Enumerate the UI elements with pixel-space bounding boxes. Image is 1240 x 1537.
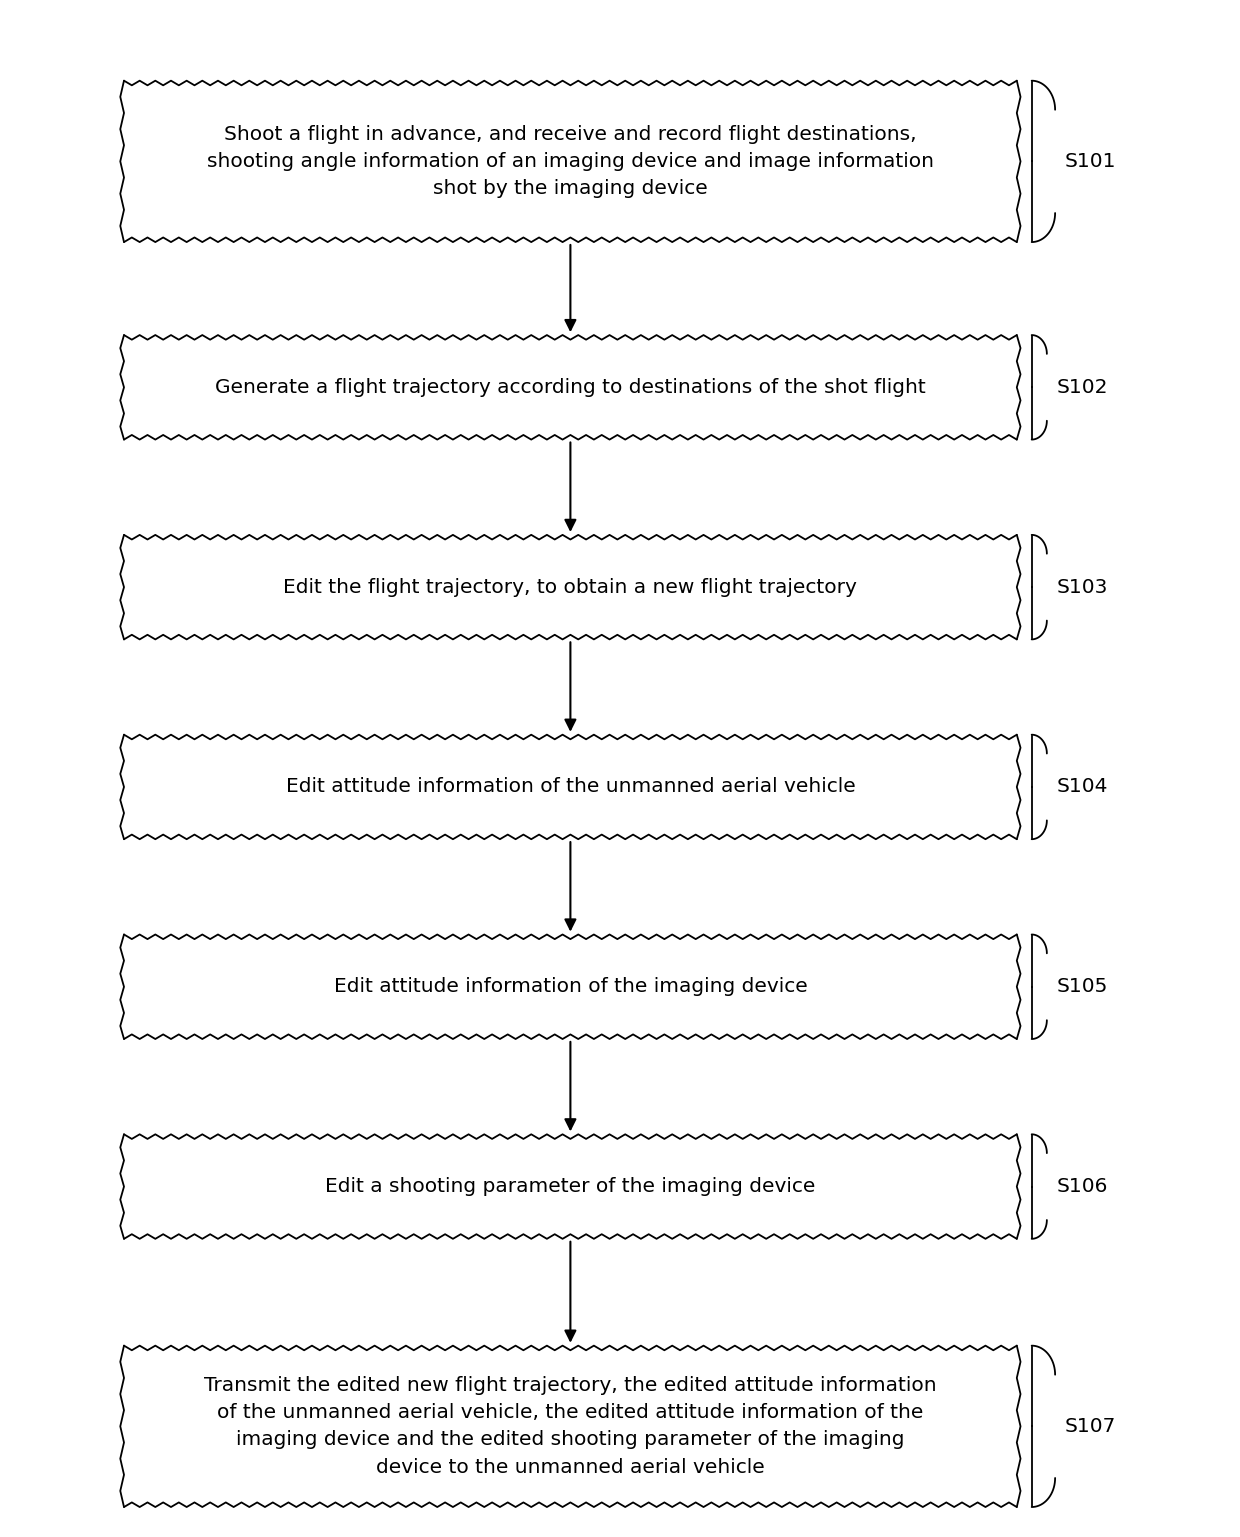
Text: S101: S101	[1065, 152, 1116, 171]
Bar	[124, 535, 1017, 639]
Bar	[124, 934, 1017, 1039]
Bar	[124, 1346, 1017, 1506]
Bar	[124, 1134, 1017, 1239]
Text: Edit a shooting parameter of the imaging device: Edit a shooting parameter of the imaging…	[325, 1177, 816, 1196]
Bar	[124, 1346, 1017, 1506]
Bar	[124, 80, 1017, 241]
Text: S107: S107	[1065, 1417, 1116, 1436]
Text: S104: S104	[1056, 778, 1109, 796]
Bar	[124, 335, 1017, 440]
Bar	[124, 735, 1017, 839]
Bar	[124, 735, 1017, 839]
Text: Edit attitude information of the imaging device: Edit attitude information of the imaging…	[334, 978, 807, 996]
Text: S102: S102	[1056, 378, 1109, 397]
Bar	[124, 335, 1017, 440]
Text: Edit the flight trajectory, to obtain a new flight trajectory: Edit the flight trajectory, to obtain a …	[284, 578, 857, 596]
Text: S105: S105	[1056, 978, 1109, 996]
Text: Edit attitude information of the unmanned aerial vehicle: Edit attitude information of the unmanne…	[285, 778, 856, 796]
Bar	[124, 934, 1017, 1039]
Bar	[124, 1134, 1017, 1239]
Text: S103: S103	[1056, 578, 1109, 596]
Text: S106: S106	[1056, 1177, 1109, 1196]
Text: Generate a flight trajectory according to destinations of the shot flight: Generate a flight trajectory according t…	[215, 378, 926, 397]
Bar	[124, 80, 1017, 241]
Text: Shoot a flight in advance, and receive and record flight destinations,
shooting : Shoot a flight in advance, and receive a…	[207, 124, 934, 198]
Bar	[124, 535, 1017, 639]
Text: Transmit the edited new flight trajectory, the edited attitude information
of th: Transmit the edited new flight trajector…	[205, 1376, 936, 1477]
